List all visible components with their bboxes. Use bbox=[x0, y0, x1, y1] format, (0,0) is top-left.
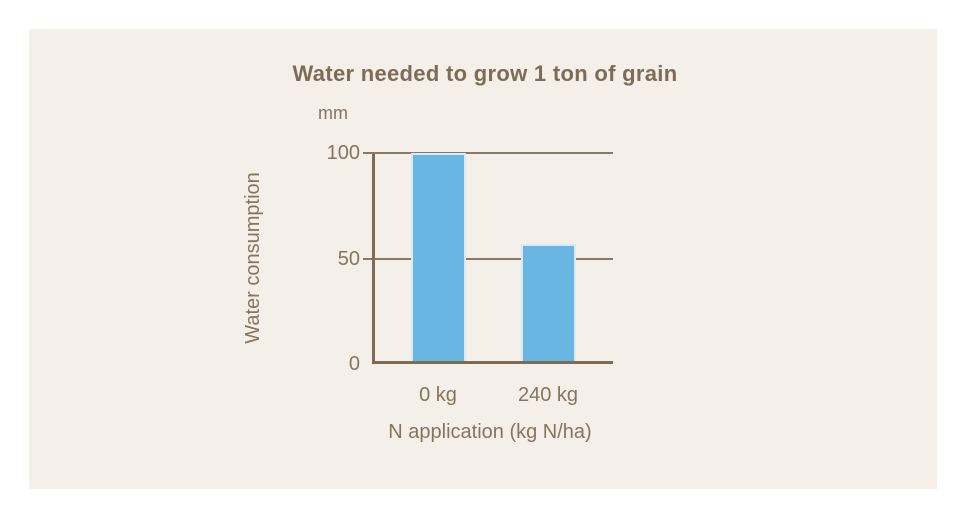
plot-area bbox=[363, 152, 613, 364]
y-axis-line bbox=[372, 154, 375, 364]
bar-0-kg bbox=[410, 153, 466, 364]
chart-title: Water needed to grow 1 ton of grain bbox=[292, 61, 678, 86]
x-tick-label-0-kg: 0 kg bbox=[419, 384, 457, 406]
x-axis-title: N application (kg N/ha) bbox=[388, 421, 592, 443]
y-tick-label-0: 0 bbox=[348, 353, 360, 375]
y-axis-label: Water consumption bbox=[242, 172, 264, 344]
bar-240-kg bbox=[520, 243, 576, 364]
gridline-100 bbox=[363, 152, 613, 154]
y-axis-unit-label: mm bbox=[318, 103, 348, 123]
x-axis-line bbox=[372, 361, 613, 364]
y-tick-label-100: 100 bbox=[326, 142, 360, 164]
gridline-50 bbox=[363, 257, 613, 260]
x-tick-label-240-kg: 240 kg bbox=[517, 384, 579, 406]
chart-panel: Water needed to grow 1 ton of grain mm W… bbox=[29, 29, 937, 489]
y-tick-label-50: 50 bbox=[337, 247, 360, 270]
